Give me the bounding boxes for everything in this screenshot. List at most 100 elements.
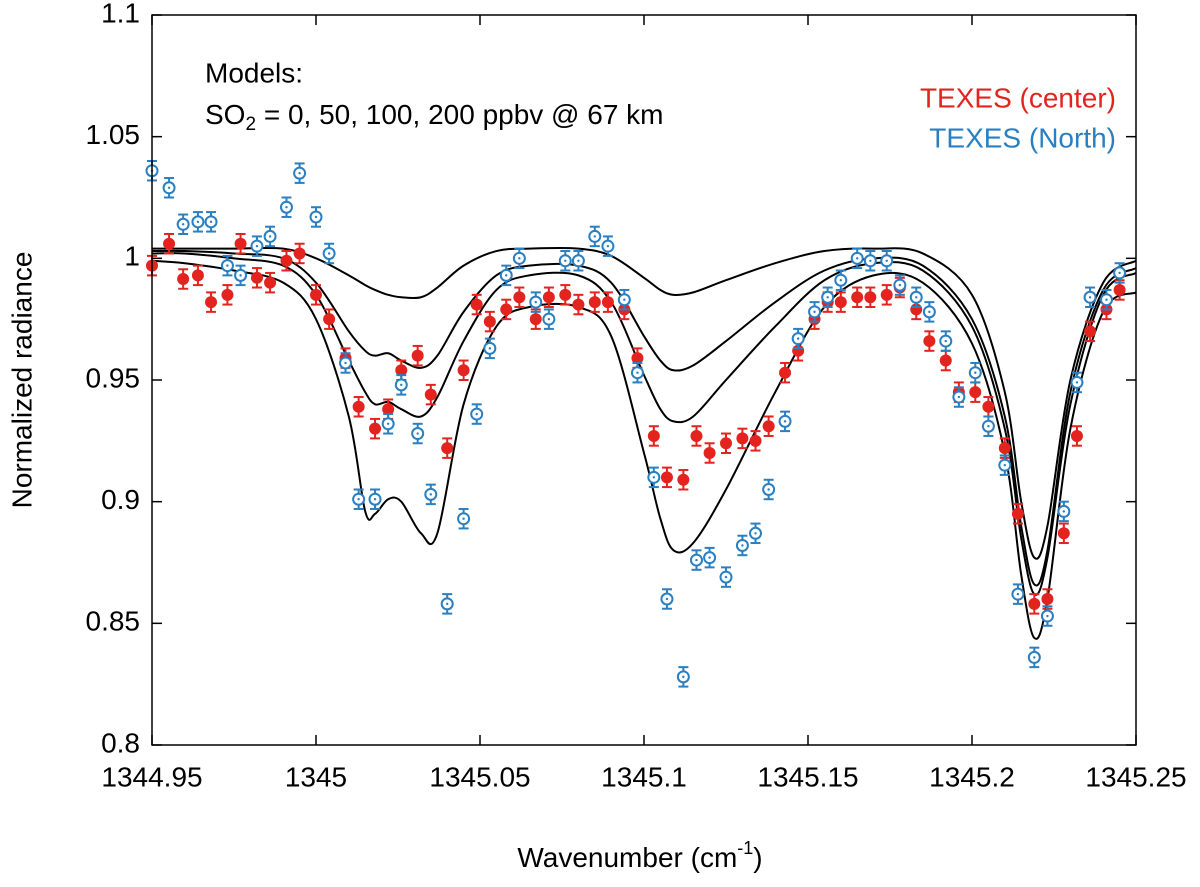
marker-dot bbox=[741, 544, 744, 547]
marker bbox=[500, 303, 513, 316]
marker bbox=[513, 291, 526, 304]
data-point bbox=[483, 310, 496, 333]
marker-dot bbox=[314, 215, 318, 219]
marker-dot bbox=[974, 371, 977, 374]
data-point bbox=[676, 666, 690, 688]
data-point bbox=[394, 374, 408, 396]
data-point bbox=[808, 301, 822, 323]
data-point bbox=[411, 344, 424, 367]
data-point bbox=[647, 466, 661, 489]
marker-dot bbox=[1105, 298, 1108, 301]
marker-dot bbox=[564, 259, 567, 262]
marker-dot bbox=[695, 558, 698, 562]
data-point bbox=[1113, 262, 1127, 284]
x-tick-label: 1345.25 bbox=[1085, 761, 1186, 792]
legend-entry: TEXES (North) bbox=[929, 122, 1116, 153]
marker bbox=[221, 288, 234, 301]
marker-dot bbox=[505, 274, 508, 277]
data-point bbox=[762, 478, 776, 501]
marker bbox=[749, 434, 762, 447]
marker-dot bbox=[298, 171, 301, 175]
data-point bbox=[779, 361, 792, 384]
marker-dot bbox=[534, 300, 537, 304]
data-point bbox=[1040, 605, 1054, 627]
marker-dot bbox=[547, 317, 551, 321]
data-point bbox=[703, 442, 716, 464]
x-tick-label: 1345.05 bbox=[429, 761, 530, 792]
marker bbox=[601, 296, 614, 309]
model-label-sub: 2 bbox=[245, 114, 256, 135]
data-point bbox=[834, 291, 847, 313]
data-point bbox=[601, 235, 615, 257]
marker bbox=[1057, 527, 1070, 540]
data-point bbox=[470, 403, 484, 425]
data-point bbox=[749, 430, 762, 452]
data-point bbox=[250, 267, 263, 289]
data-point bbox=[177, 268, 190, 290]
marker-dot bbox=[285, 206, 288, 209]
model-label: SO2 = 0, 50, 100, 200 ppbv @ 67 km bbox=[205, 99, 664, 135]
marker-dot bbox=[708, 556, 711, 559]
marker-dot bbox=[416, 432, 419, 435]
model-line bbox=[151, 259, 1137, 640]
data-point bbox=[863, 250, 877, 272]
data-point bbox=[234, 264, 248, 287]
marker-dot bbox=[767, 488, 770, 491]
data-point bbox=[821, 286, 835, 308]
marker-dot bbox=[915, 296, 918, 299]
data-point bbox=[204, 211, 218, 233]
y-tick-label: 0.85 bbox=[86, 606, 141, 637]
marker-dot bbox=[357, 498, 360, 501]
model-label-rest: = 0, 50, 100, 200 ppbv @ 67 km bbox=[256, 99, 663, 130]
data-point bbox=[572, 293, 585, 316]
marker bbox=[352, 400, 365, 413]
data-point bbox=[969, 381, 982, 403]
data-point bbox=[263, 225, 277, 248]
marker-dot bbox=[1075, 381, 1079, 384]
marker bbox=[542, 291, 555, 304]
data-point bbox=[660, 466, 673, 489]
marker bbox=[720, 437, 732, 450]
data-point bbox=[1027, 646, 1041, 669]
marker-dot bbox=[1016, 592, 1020, 596]
marker-dot bbox=[869, 259, 872, 262]
data-point bbox=[529, 291, 543, 313]
data-point bbox=[922, 301, 936, 323]
data-point bbox=[368, 488, 382, 510]
marker bbox=[736, 432, 749, 445]
x-label-main: Wavenumber (cm bbox=[517, 842, 737, 873]
data-point bbox=[720, 432, 732, 454]
marker-dot bbox=[813, 310, 816, 314]
marker bbox=[864, 291, 877, 304]
data-point bbox=[1011, 583, 1025, 605]
data-point bbox=[293, 242, 306, 265]
marker-dot bbox=[928, 310, 931, 314]
marker-dot bbox=[665, 597, 669, 601]
marker bbox=[631, 352, 644, 365]
data-point bbox=[1070, 425, 1083, 447]
data-point bbox=[939, 349, 952, 372]
data-point bbox=[322, 242, 336, 265]
data-point bbox=[647, 425, 660, 447]
marker bbox=[1011, 507, 1024, 520]
data-point bbox=[499, 264, 513, 287]
data-point bbox=[981, 415, 995, 437]
marker bbox=[660, 471, 673, 484]
marker-dot bbox=[429, 493, 432, 496]
marker bbox=[690, 429, 703, 442]
data-point bbox=[424, 383, 437, 406]
marker-dot bbox=[783, 420, 787, 423]
marker-dot bbox=[373, 498, 377, 501]
data-point bbox=[191, 211, 205, 233]
y-tick-label: 0.8 bbox=[101, 727, 140, 758]
marker-dot bbox=[826, 296, 829, 299]
marker bbox=[191, 269, 204, 282]
x-tick-label: 1345 bbox=[285, 761, 347, 792]
data-point bbox=[500, 298, 513, 321]
marker bbox=[163, 237, 176, 250]
data-point bbox=[1083, 286, 1097, 308]
marker-dot bbox=[344, 361, 347, 365]
y-tick-label: 1 bbox=[124, 241, 140, 272]
marker bbox=[647, 429, 660, 442]
y-tick-label: 1.1 bbox=[101, 0, 140, 28]
